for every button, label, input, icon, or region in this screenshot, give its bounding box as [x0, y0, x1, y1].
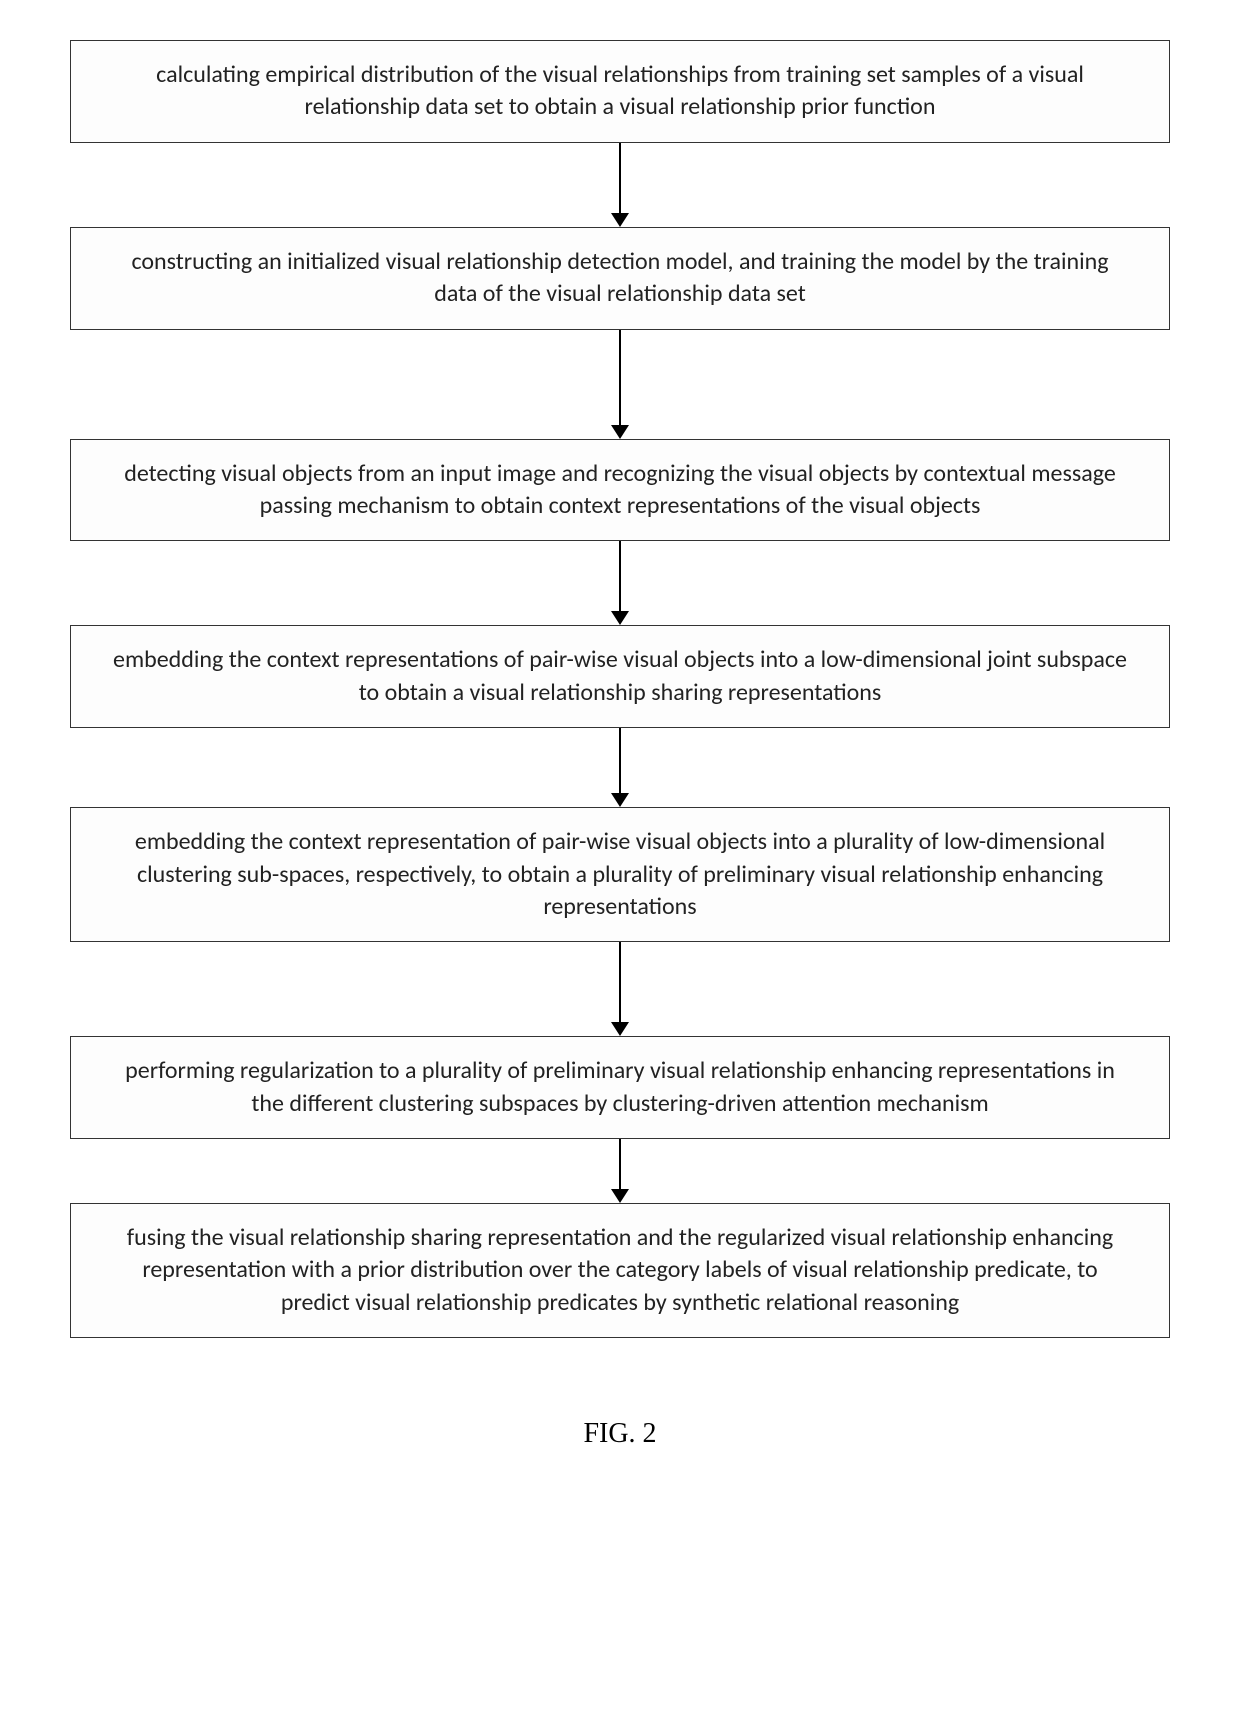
- flowchart-step-2: constructing an initialized visual relat…: [70, 227, 1170, 330]
- flowchart-step-3: detecting visual objects from an input i…: [70, 439, 1170, 542]
- figure-caption: FIG. 2: [0, 1418, 1240, 1450]
- flowchart-step-5: embedding the context representation of …: [70, 807, 1170, 942]
- arrow-down-icon: [611, 330, 629, 439]
- arrow-down-icon: [611, 942, 629, 1036]
- flowchart-step-4: embedding the context representations of…: [70, 625, 1170, 728]
- arrow-down-icon: [611, 143, 629, 227]
- arrow-down-icon: [611, 541, 629, 625]
- flowchart-step-7: fusing the visual relationship sharing r…: [70, 1203, 1170, 1338]
- arrow-down-icon: [611, 1139, 629, 1203]
- flowchart-step-6: performing regularization to a plurality…: [70, 1036, 1170, 1139]
- flowchart-container: calculating empirical distribution of th…: [0, 0, 1240, 1358]
- arrow-down-icon: [611, 728, 629, 807]
- flowchart-step-1: calculating empirical distribution of th…: [70, 40, 1170, 143]
